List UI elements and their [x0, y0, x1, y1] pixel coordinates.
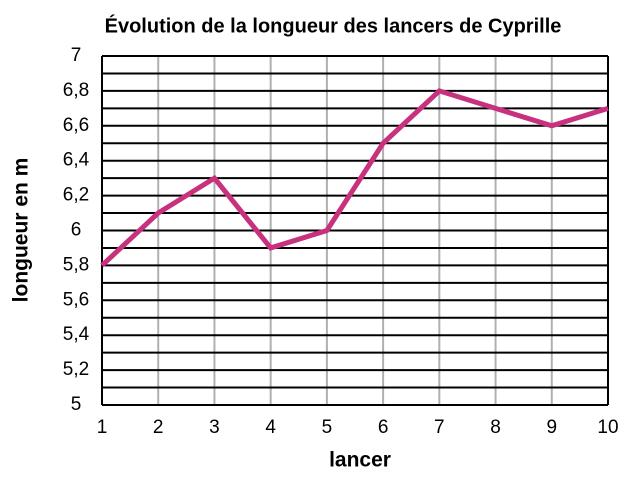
y-tick-label: 5,4 [63, 324, 90, 345]
x-tick-label: 1 [97, 417, 108, 438]
y-tick-label: 6,4 [63, 150, 90, 171]
x-tick-label: 7 [434, 417, 445, 438]
x-tick-label: 6 [378, 417, 389, 438]
y-tick-label: 5,6 [63, 289, 89, 310]
y-tick-label: 6,2 [63, 185, 89, 206]
data-line [100, 88, 609, 268]
y-axis-label: longueur en m [10, 158, 33, 303]
y-tick-label: 5 [71, 394, 82, 415]
x-tick-label: 10 [597, 417, 618, 438]
y-tick-label: 5,2 [63, 359, 89, 380]
x-tick-label: 9 [546, 417, 557, 438]
x-axis-label: lancer [329, 449, 391, 472]
chart-title: Évolution de la longueur des lancers de … [105, 14, 562, 37]
x-tick-label: 5 [322, 417, 333, 438]
y-tick-label: 5,8 [63, 254, 89, 275]
y-tick-label: 6,8 [63, 80, 89, 101]
y-tick-label: 6,6 [63, 115, 89, 136]
x-tick-label: 3 [209, 417, 220, 438]
x-tick-label: 4 [265, 417, 276, 438]
y-tick-label: 7 [71, 45, 82, 66]
y-tick-label: 6 [71, 220, 82, 241]
x-tick-label: 2 [153, 417, 164, 438]
x-tick-label: 8 [490, 417, 501, 438]
